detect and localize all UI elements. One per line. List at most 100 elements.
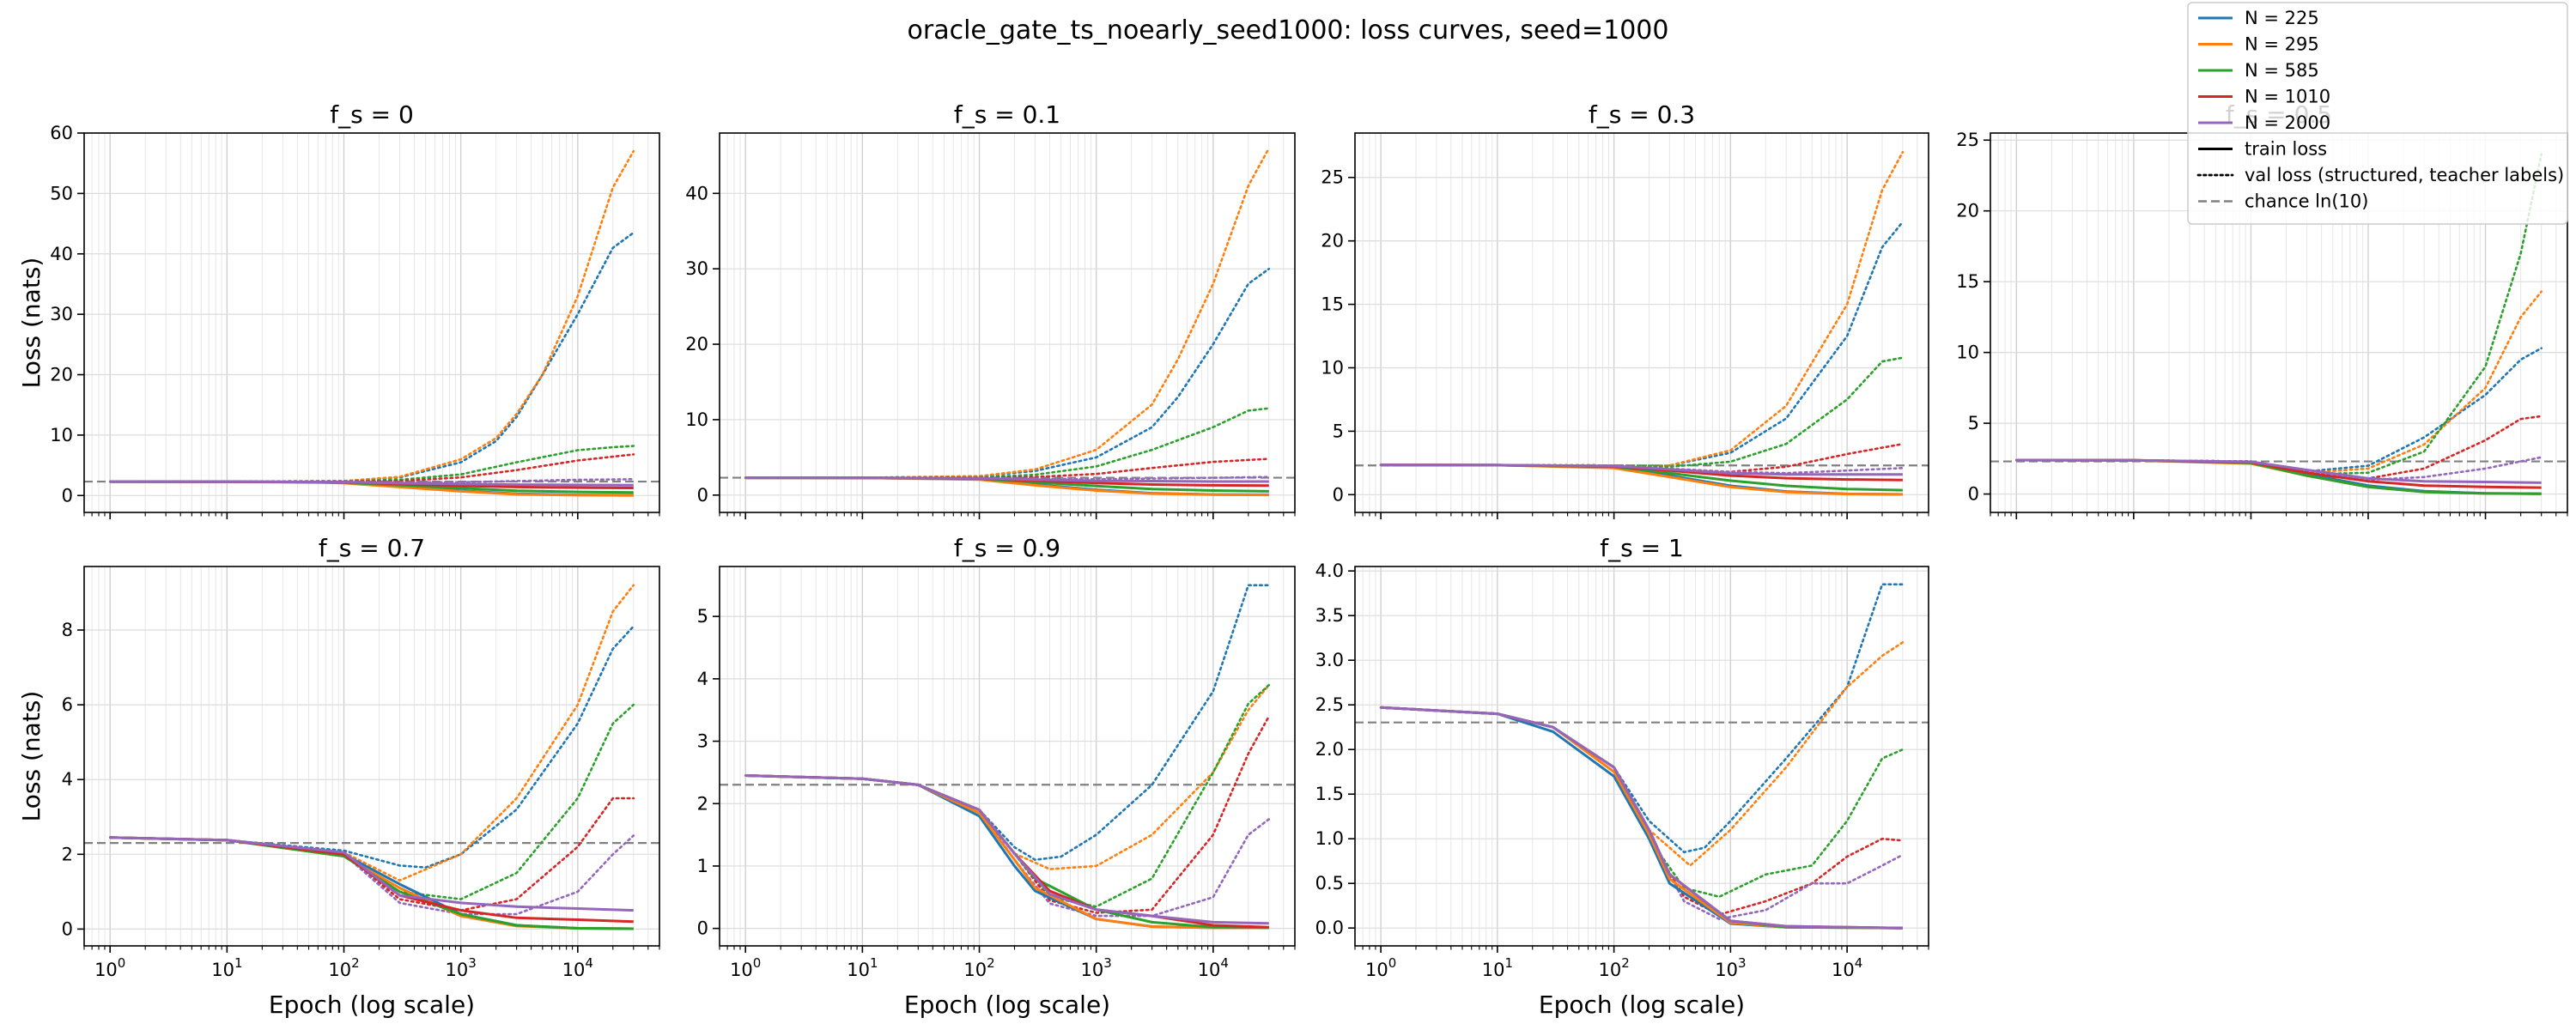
- legend-entry: N = 585: [2198, 60, 2319, 81]
- y-tick-label: 10: [1956, 342, 1979, 363]
- train-line-N225: [110, 836, 634, 930]
- y-tick-label: 6: [62, 694, 73, 715]
- x-tick-label: 103: [1081, 955, 1112, 980]
- axes-frame: [719, 132, 1296, 513]
- x-tick-label: 101: [1482, 955, 1513, 980]
- panel-6: 0.0 0.5 1.0 1.5 2.0 2.5 3.0 3.5 4.0 100 101 102 103 1…: [1315, 534, 1929, 1019]
- y-tick-label: 1: [697, 856, 708, 876]
- x-tick-label: 101: [847, 955, 878, 980]
- y-tick-label: 50: [50, 183, 73, 203]
- val-line-N1010: [744, 457, 1271, 479]
- y-tick-label: 5: [1968, 413, 1979, 433]
- figure-title: oracle_gate_ts_noearly_seed1000: loss cu…: [908, 15, 1669, 45]
- y-tick-label: 4: [697, 669, 708, 689]
- legend-label: N = 295: [2245, 34, 2319, 55]
- grid: [719, 133, 1296, 512]
- val-line-N295: [744, 683, 1271, 870]
- y-tick-label: 0.5: [1315, 873, 1344, 894]
- y-tick-label: 5: [697, 606, 708, 627]
- legend-label: val loss (structured, teacher labels): [2245, 165, 2564, 185]
- y-tick-label: 0: [62, 918, 73, 939]
- train-line-N295: [745, 774, 1269, 930]
- val-line-N225: [1379, 583, 1905, 854]
- y-tick-label: 0: [697, 918, 708, 939]
- y-tick-label: 30: [685, 258, 708, 279]
- y-tick-label: 0: [62, 485, 73, 506]
- y-tick-label: 15: [1321, 294, 1344, 315]
- val-line-N295: [1379, 150, 1905, 467]
- legend-label: train loss: [2245, 139, 2327, 160]
- y-tick-label: 40: [50, 244, 73, 264]
- series-lines: [108, 584, 635, 930]
- y-tick-label: 1.0: [1315, 828, 1344, 849]
- axes-frame: [83, 132, 660, 513]
- train-line-N2000: [2016, 458, 2542, 484]
- panel-title: f_s = 0.1: [954, 100, 1060, 129]
- y-tick-label: 25: [1321, 167, 1344, 188]
- y-tick-label: 8: [62, 620, 73, 640]
- y-tick-label: 0: [1968, 484, 1979, 505]
- legend: N = 225 N = 295 N = 585 N = 1010 N = 2000 tra…: [2187, 2, 2568, 225]
- legend-entry: train loss: [2198, 139, 2327, 160]
- train-line-N295: [110, 836, 634, 930]
- val-line-N585: [1379, 356, 1905, 469]
- grid: [1354, 566, 1929, 946]
- train-line-N2000: [110, 836, 634, 912]
- train-line-N1010: [2016, 458, 2542, 489]
- x-tick-label: 100: [730, 955, 761, 980]
- x-axis-label: Epoch (log scale): [904, 991, 1110, 1019]
- axes-frame: [719, 566, 1296, 947]
- y-tick-label: 20: [50, 365, 73, 385]
- grid: [83, 566, 660, 946]
- x-tick-label: 102: [1598, 955, 1629, 980]
- panel-title: f_s = 0: [330, 100, 414, 129]
- panel-0: 0 10 20 30 40 50 60 f_s = 0 Loss (nats): [17, 100, 660, 519]
- train-line-N2000: [745, 774, 1269, 925]
- y-tick-label: 2.0: [1315, 739, 1344, 760]
- legend-entry: N = 295: [2198, 34, 2319, 55]
- series-lines: [744, 147, 1271, 497]
- y-tick-label: 25: [1956, 130, 1979, 150]
- y-tick-label: 0: [1333, 484, 1344, 505]
- panel-title: f_s = 0.9: [954, 534, 1060, 562]
- x-tick-label: 102: [963, 955, 994, 980]
- y-tick-label: 10: [1321, 357, 1344, 378]
- val-line-N1010: [744, 715, 1271, 914]
- y-axis-label: Loss (nats): [17, 691, 46, 822]
- val-line-N2000: [1379, 706, 1905, 921]
- y-tick-label: 0: [697, 485, 708, 506]
- val-line-N225: [744, 584, 1271, 862]
- val-line-N225: [744, 267, 1271, 479]
- panel-4: 0 2 4 6 8 100 101 102 103 104 f_s = 0.7 Epoch (log …: [17, 534, 660, 1019]
- val-line-N585: [1379, 706, 1905, 899]
- panel-1: 0 10 20 30 40 f_s = 0.1: [685, 100, 1296, 519]
- val-line-N225: [108, 625, 635, 869]
- val-line-N2000: [744, 774, 1271, 918]
- legend-entry: N = 1010: [2198, 87, 2330, 107]
- val-line-N295: [108, 149, 635, 483]
- grid: [719, 566, 1296, 946]
- x-tick-label: 104: [1198, 955, 1229, 980]
- series-lines: [744, 584, 1271, 930]
- x-axis-label: Epoch (log scale): [1539, 991, 1745, 1019]
- y-tick-label: 2: [697, 793, 708, 814]
- y-tick-label: 15: [1956, 271, 1979, 292]
- y-tick-label: 20: [1321, 231, 1344, 251]
- train-line-N2000: [1381, 706, 1903, 930]
- val-line-N295: [108, 584, 635, 882]
- legend-label: N = 1010: [2245, 87, 2330, 107]
- axes-frame: [1354, 132, 1929, 513]
- train-line-N585: [110, 836, 634, 930]
- y-tick-label: 60: [50, 123, 73, 143]
- y-tick-label: 4: [62, 769, 73, 790]
- x-tick-label: 101: [211, 955, 242, 980]
- series-lines: [2015, 153, 2543, 495]
- panel-title: f_s = 0.3: [1589, 100, 1695, 129]
- x-tick-label: 100: [94, 955, 125, 980]
- grid: [83, 132, 660, 512]
- x-axis-label: Epoch (log scale): [269, 991, 475, 1019]
- y-tick-label: 10: [50, 425, 73, 445]
- x-tick-label: 102: [328, 955, 359, 980]
